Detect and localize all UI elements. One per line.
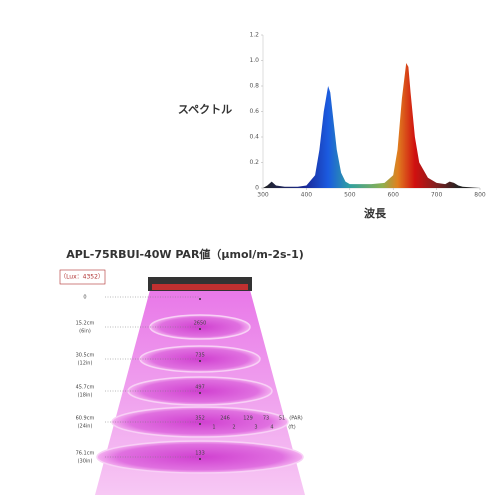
distance-cm: 60.9cm: [76, 416, 95, 422]
guide-dot: [199, 458, 201, 460]
y-tick-label: 0.6: [249, 108, 259, 115]
guide-dot: [199, 423, 201, 425]
x-tick-label: 500: [344, 192, 356, 199]
x-tick-label: 600: [387, 192, 399, 199]
guide-dot: [199, 328, 201, 330]
x-tick-label: 800: [474, 192, 486, 199]
par-value: 2650: [194, 321, 207, 327]
par-title: APL-75RBUI-40W PAR値（μmol/m-2s-1): [66, 247, 304, 261]
par-value: 352: [195, 416, 205, 422]
par-value: 73: [263, 416, 269, 422]
y-tick-label: 0.8: [249, 83, 259, 90]
distance-in: (24in): [78, 424, 93, 430]
lamp-leds: [152, 284, 248, 290]
par-value: 735: [195, 353, 205, 359]
y-tick-label: 0: [255, 185, 259, 192]
spectrum-area: [263, 63, 480, 188]
feet-unit: (ft): [288, 425, 296, 431]
distance-in: (6in): [79, 329, 91, 335]
light-disc: [111, 406, 289, 438]
y-tick-label: 1.2: [249, 32, 259, 39]
distance-cm: 45.7cm: [76, 385, 95, 391]
feet-label: 1: [212, 425, 215, 431]
x-axis-label: 波長: [364, 206, 387, 220]
feet-label: 4: [270, 425, 273, 431]
par-value: 246: [220, 416, 230, 422]
par-value: 51: [279, 416, 285, 422]
lux-box: [59, 269, 106, 285]
distance-in: (18in): [78, 393, 93, 399]
feet-label: 2: [232, 425, 235, 431]
feet-label: 3: [254, 425, 257, 431]
x-tick-label: 700: [431, 192, 443, 199]
distance-cm: 30.5cm: [76, 353, 95, 359]
light-disc: [96, 440, 304, 474]
distance-cm: 15.2cm: [76, 321, 95, 327]
guide-dot: [199, 392, 201, 394]
distance-cm: 76.1cm: [76, 451, 95, 457]
y-tick-label: 0.4: [249, 134, 259, 141]
guide-dot: [199, 360, 201, 362]
distance-in: (12in): [78, 361, 93, 367]
lux-label: （Lux：4352）: [60, 274, 104, 281]
y-axis-label: スペクトル: [178, 103, 232, 116]
x-tick-label: 400: [301, 192, 313, 199]
par-value: 497: [195, 385, 205, 391]
distance-in: (30in): [78, 459, 93, 465]
guide-dot: [199, 298, 201, 300]
x-tick-label: 300: [257, 192, 269, 199]
y-tick-label: 1.0: [249, 57, 259, 64]
y-tick-label: 0.2: [249, 159, 259, 166]
par-value: 129: [243, 416, 253, 422]
par-unit: (PAR): [289, 416, 303, 422]
par-value: 133: [195, 451, 205, 457]
distance-cm: 0: [83, 295, 86, 301]
